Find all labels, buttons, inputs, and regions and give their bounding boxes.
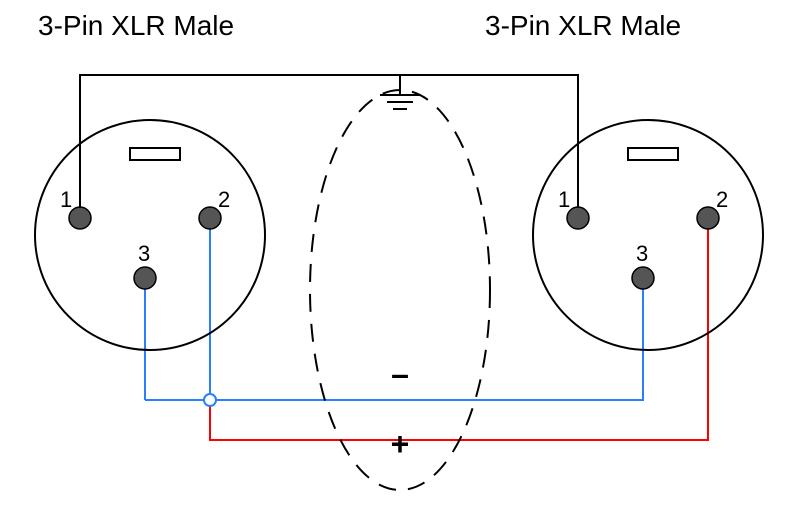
minus-label: – (391, 356, 409, 392)
negative-wire-seg-1 (210, 229, 643, 400)
wiring-diagram: 3-Pin XLR Male 1 2 3 3-Pin XLR Male 1 2 3 – + (0, 0, 800, 514)
right-pin-2-label: 2 (716, 187, 728, 212)
left-connector-body (35, 120, 265, 350)
left-pin-3 (134, 267, 156, 289)
right-connector-tab (628, 148, 678, 160)
right-title: 3-Pin XLR Male (485, 10, 681, 41)
positive-wire (210, 229, 708, 440)
right-pin-1-label: 1 (558, 187, 570, 212)
left-connector-tab (130, 148, 180, 160)
plus-label: + (391, 426, 410, 462)
right-connector-body (533, 120, 763, 350)
negative-junction (204, 394, 216, 406)
right-pin-1 (567, 207, 589, 229)
left-pin-2-label: 2 (218, 187, 230, 212)
right-pin-3-label: 3 (636, 241, 648, 266)
left-title: 3-Pin XLR Male (38, 10, 234, 41)
left-pin-1 (69, 207, 91, 229)
shield-wire (80, 75, 578, 207)
left-pin-1-label: 1 (60, 187, 72, 212)
left-pin-3-label: 3 (138, 241, 150, 266)
right-pin-3 (632, 267, 654, 289)
